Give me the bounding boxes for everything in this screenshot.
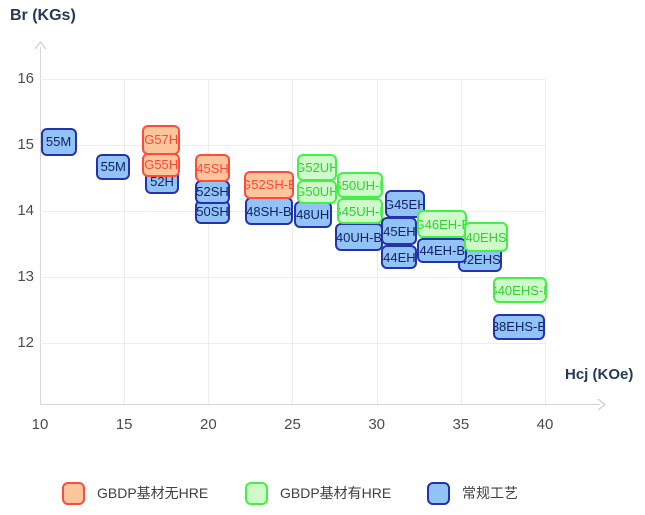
- grade-box-38ehs-b[interactable]: 38EHS-B: [492, 313, 545, 340]
- y-tick-label: 13: [17, 268, 34, 285]
- grade-box-g52uh[interactable]: G52UH: [296, 153, 337, 181]
- x-axis-line: [40, 404, 600, 405]
- x-tick-label: 30: [368, 416, 385, 433]
- grade-box-g57h[interactable]: G57H: [142, 124, 181, 155]
- x-axis-title: Hcj (KOe): [565, 366, 634, 383]
- grade-box-52sh[interactable]: 52SH: [195, 179, 231, 204]
- legend-item-gbdp-no-hre[interactable]: GBDP基材无HRE: [62, 480, 208, 506]
- x-tick-label: 10: [31, 416, 49, 433]
- legend-label: GBDP基材有HRE: [280, 485, 392, 501]
- grade-box-44eh-b[interactable]: 44EH-B: [417, 238, 468, 264]
- grade-box-45sh[interactable]: 45SH: [195, 154, 231, 183]
- y-tick-label: 16: [17, 70, 34, 87]
- y-tick-label: 14: [17, 202, 34, 219]
- gridline-vertical: [544, 79, 546, 404]
- x-tick-label: 35: [452, 416, 470, 433]
- gridline-vertical: [292, 79, 294, 404]
- y-tick-label: 15: [17, 136, 34, 153]
- grade-box-45eh[interactable]: 45EH: [381, 217, 418, 246]
- legend-swatch-blue: [427, 481, 450, 505]
- x-tick-label: 20: [199, 416, 217, 433]
- x-tick-label: 25: [284, 416, 301, 433]
- legend-label: GBDP基材无HRE: [97, 485, 209, 501]
- x-tick-label: 15: [115, 416, 133, 433]
- grade-box-g50uh[interactable]: G50UH: [296, 179, 337, 204]
- legend-swatch-orange: [62, 481, 85, 505]
- grade-box-48sh-b[interactable]: 48SH-B: [244, 197, 293, 225]
- grade-box-g55h[interactable]: G55H: [142, 152, 181, 177]
- grade-box-40ehs[interactable]: 40EHS: [464, 222, 509, 253]
- grade-box-48uh[interactable]: 48UH: [293, 200, 332, 228]
- legend-label: 常规工艺: [462, 485, 518, 501]
- grade-box-g50uh-b[interactable]: G50UH-B: [336, 172, 383, 199]
- legend: GBDP基材无HRE GBDP基材有HRE 常规工艺: [0, 480, 645, 506]
- y-axis-line: [40, 47, 41, 404]
- legend-item-gbdp-hre[interactable]: GBDP基材有HRE: [245, 480, 391, 506]
- legend-item-conventional[interactable]: 常规工艺: [427, 480, 518, 506]
- grade-box-55m[interactable]: 55M: [40, 127, 77, 156]
- gridline-vertical: [208, 79, 210, 404]
- x-axis-arrow-icon: [597, 398, 607, 411]
- grade-box-g46eh-b[interactable]: G46EH-B: [417, 210, 468, 239]
- grade-box-44eh[interactable]: 44EH: [381, 245, 418, 270]
- grade-box-g40ehs-b[interactable]: G40EHS-B: [492, 277, 547, 304]
- grade-box-55m[interactable]: 55M: [96, 153, 131, 180]
- x-tick-label: 40: [536, 416, 554, 433]
- y-axis-title: Br (KGs): [10, 7, 76, 24]
- grade-box-g52sh-b[interactable]: G52SH-B: [243, 170, 294, 199]
- legend-swatch-green: [245, 481, 268, 505]
- y-axis-arrow-icon: [34, 40, 47, 50]
- grade-box-40uh-b[interactable]: 40UH-B: [334, 223, 383, 252]
- gridline-vertical: [124, 79, 126, 404]
- grade-box-g45uh-b[interactable]: G45UH-B: [336, 198, 383, 224]
- y-tick-label: 12: [17, 334, 34, 351]
- grade-box-g45eh[interactable]: G45EH: [385, 190, 426, 219]
